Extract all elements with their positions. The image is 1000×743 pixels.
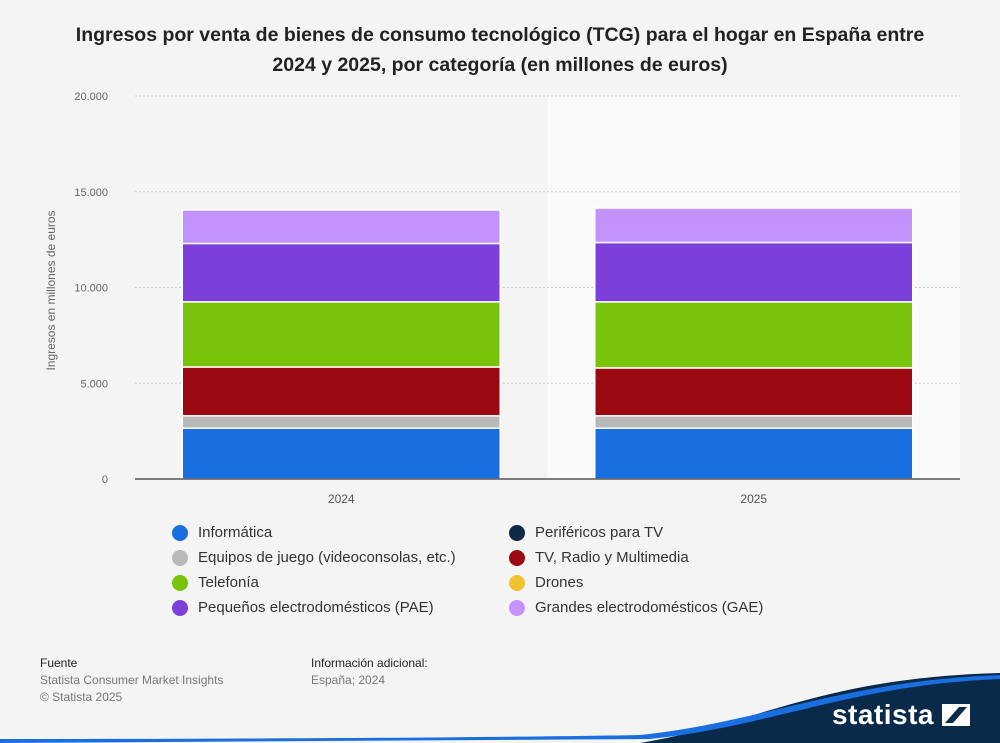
legend-item[interactable]: Informática — [172, 520, 509, 545]
bar-segment — [594, 207, 914, 244]
y-tick-label: 5.000 — [80, 378, 108, 390]
bar-segment — [181, 366, 501, 417]
brand-wave-shape — [0, 673, 1000, 743]
legend-label: TV, Radio y Multimedia — [535, 549, 689, 566]
bar-segment — [181, 415, 501, 430]
bar-segment — [594, 301, 914, 369]
statista-logo[interactable]: statista — [832, 699, 970, 731]
copyright-line: © Statista 2025 — [40, 690, 123, 704]
legend-item[interactable]: Grandes electrodomésticos (GAE) — [509, 595, 849, 620]
statista-wordmark: statista — [831, 699, 934, 730]
additional-info-heading: Información adicional: — [311, 656, 428, 670]
source-heading: Fuente — [40, 656, 78, 670]
bar-segment — [181, 242, 501, 303]
legend-item[interactable]: Telefonía — [172, 570, 509, 595]
legend-label: Telefonía — [198, 574, 259, 591]
chart-title: Ingresos por venta de bienes de consumo … — [75, 24, 925, 76]
legend-swatch-icon — [509, 574, 525, 591]
legend-swatch-icon — [509, 524, 525, 541]
legend-label: Informática — [198, 524, 273, 541]
y-tick-label: 20.000 — [74, 91, 108, 103]
source-block: Fuente Statista Consumer Market Insights… — [40, 655, 223, 706]
legend-item[interactable]: Periféricos para TV — [509, 520, 849, 545]
legend-label: Grandes electrodomésticos (GAE) — [535, 599, 764, 616]
bar-segment — [181, 427, 501, 480]
legend-item[interactable]: Drones — [509, 570, 849, 595]
source-line[interactable]: Statista Consumer Market Insights — [40, 673, 224, 687]
legend-swatch-icon — [172, 574, 188, 591]
legend-swatch-icon — [509, 599, 525, 616]
chart-legend: Informática Periféricos para TV Equipos de… — [172, 520, 872, 620]
statista-logo-icon — [942, 704, 970, 726]
additional-info-block: Información adicional: España; 2024 — [311, 655, 428, 689]
legend-swatch-icon — [172, 524, 188, 541]
bar-segment — [594, 367, 914, 417]
bar-segment — [594, 415, 914, 430]
legend-item[interactable]: Pequeños electrodomésticos (PAE) — [172, 595, 509, 620]
x-tick-label: 2024 — [328, 492, 355, 506]
stacked-bar-chart: 0 5.000 10.000 15.000 20.000 Ingresos en mill… — [44, 91, 960, 506]
legend-label: Pequeños electrodomésticos (PAE) — [198, 599, 434, 616]
additional-info-line: España; 2024 — [311, 673, 386, 687]
legend-item[interactable]: Equipos de juego (videoconsolas, etc.) — [172, 545, 509, 570]
y-tick-label: 0 — [102, 474, 108, 486]
legend-label: Drones — [535, 574, 584, 591]
legend-label: Equipos de juego (videoconsolas, etc.) — [198, 549, 456, 566]
legend-label: Periféricos para TV — [535, 524, 664, 541]
y-axis-label: Ingresos en millones de euros — [44, 210, 58, 370]
bar-segment — [181, 301, 501, 368]
legend-swatch-icon — [172, 549, 188, 566]
legend-swatch-icon — [509, 549, 525, 566]
bar-segment — [594, 241, 914, 303]
y-tick-label: 10.000 — [74, 283, 108, 295]
legend-swatch-icon — [172, 599, 188, 616]
legend-item[interactable]: TV, Radio y Multimedia — [509, 545, 849, 570]
bar-segment — [594, 427, 914, 480]
bar-segment — [181, 209, 501, 245]
x-tick-label: 2025 — [740, 492, 767, 506]
y-tick-label: 15.000 — [74, 187, 108, 199]
